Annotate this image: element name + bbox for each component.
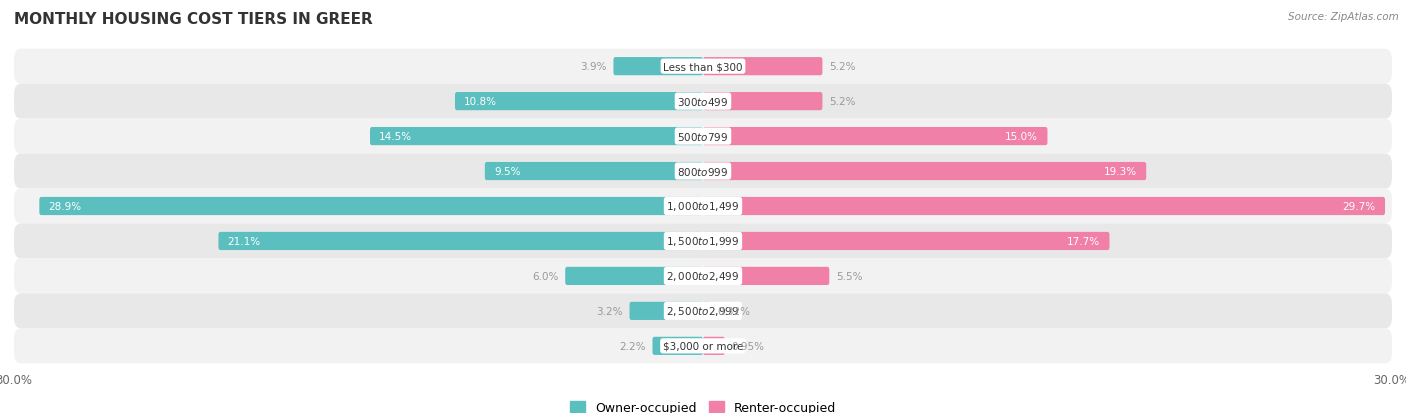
- Text: 5.2%: 5.2%: [830, 62, 856, 72]
- Text: 6.0%: 6.0%: [531, 271, 558, 281]
- Legend: Owner-occupied, Renter-occupied: Owner-occupied, Renter-occupied: [569, 401, 837, 413]
- FancyBboxPatch shape: [703, 93, 823, 111]
- Text: 29.7%: 29.7%: [1343, 202, 1376, 211]
- FancyBboxPatch shape: [39, 197, 703, 216]
- Text: 3.2%: 3.2%: [596, 306, 623, 316]
- Text: 28.9%: 28.9%: [48, 202, 82, 211]
- Text: $2,500 to $2,999: $2,500 to $2,999: [666, 305, 740, 318]
- FancyBboxPatch shape: [370, 128, 703, 146]
- Text: 21.1%: 21.1%: [228, 236, 260, 247]
- FancyBboxPatch shape: [703, 163, 1146, 181]
- FancyBboxPatch shape: [456, 93, 703, 111]
- FancyBboxPatch shape: [485, 163, 703, 181]
- FancyBboxPatch shape: [14, 119, 1392, 154]
- Text: $2,000 to $2,499: $2,000 to $2,499: [666, 270, 740, 283]
- FancyBboxPatch shape: [630, 302, 703, 320]
- Text: 3.9%: 3.9%: [581, 62, 606, 72]
- Text: 10.8%: 10.8%: [464, 97, 498, 107]
- FancyBboxPatch shape: [14, 154, 1392, 189]
- Text: 5.5%: 5.5%: [837, 271, 863, 281]
- Text: 15.0%: 15.0%: [1005, 132, 1038, 142]
- FancyBboxPatch shape: [613, 58, 703, 76]
- Text: $300 to $499: $300 to $499: [678, 96, 728, 108]
- FancyBboxPatch shape: [14, 224, 1392, 259]
- FancyBboxPatch shape: [703, 58, 823, 76]
- Text: 2.2%: 2.2%: [619, 341, 645, 351]
- FancyBboxPatch shape: [218, 232, 703, 250]
- FancyBboxPatch shape: [703, 197, 1385, 216]
- Text: 9.5%: 9.5%: [494, 166, 520, 177]
- Text: 19.3%: 19.3%: [1104, 166, 1137, 177]
- Text: 5.2%: 5.2%: [830, 97, 856, 107]
- Text: $3,000 or more: $3,000 or more: [662, 341, 744, 351]
- FancyBboxPatch shape: [14, 329, 1392, 363]
- FancyBboxPatch shape: [703, 232, 1109, 250]
- Text: 0.32%: 0.32%: [717, 306, 751, 316]
- Text: $500 to $799: $500 to $799: [678, 131, 728, 143]
- Text: Source: ZipAtlas.com: Source: ZipAtlas.com: [1288, 12, 1399, 22]
- FancyBboxPatch shape: [703, 267, 830, 285]
- Text: $800 to $999: $800 to $999: [678, 166, 728, 178]
- Text: Less than $300: Less than $300: [664, 62, 742, 72]
- Text: $1,000 to $1,499: $1,000 to $1,499: [666, 200, 740, 213]
- FancyBboxPatch shape: [14, 259, 1392, 294]
- FancyBboxPatch shape: [14, 50, 1392, 84]
- FancyBboxPatch shape: [565, 267, 703, 285]
- FancyBboxPatch shape: [14, 294, 1392, 329]
- Text: $1,500 to $1,999: $1,500 to $1,999: [666, 235, 740, 248]
- Text: 17.7%: 17.7%: [1067, 236, 1101, 247]
- FancyBboxPatch shape: [652, 337, 703, 355]
- FancyBboxPatch shape: [14, 189, 1392, 224]
- Text: 14.5%: 14.5%: [380, 132, 412, 142]
- FancyBboxPatch shape: [703, 302, 710, 320]
- Text: MONTHLY HOUSING COST TIERS IN GREER: MONTHLY HOUSING COST TIERS IN GREER: [14, 12, 373, 27]
- FancyBboxPatch shape: [14, 84, 1392, 119]
- FancyBboxPatch shape: [703, 337, 725, 355]
- Text: 0.95%: 0.95%: [731, 341, 765, 351]
- FancyBboxPatch shape: [703, 128, 1047, 146]
